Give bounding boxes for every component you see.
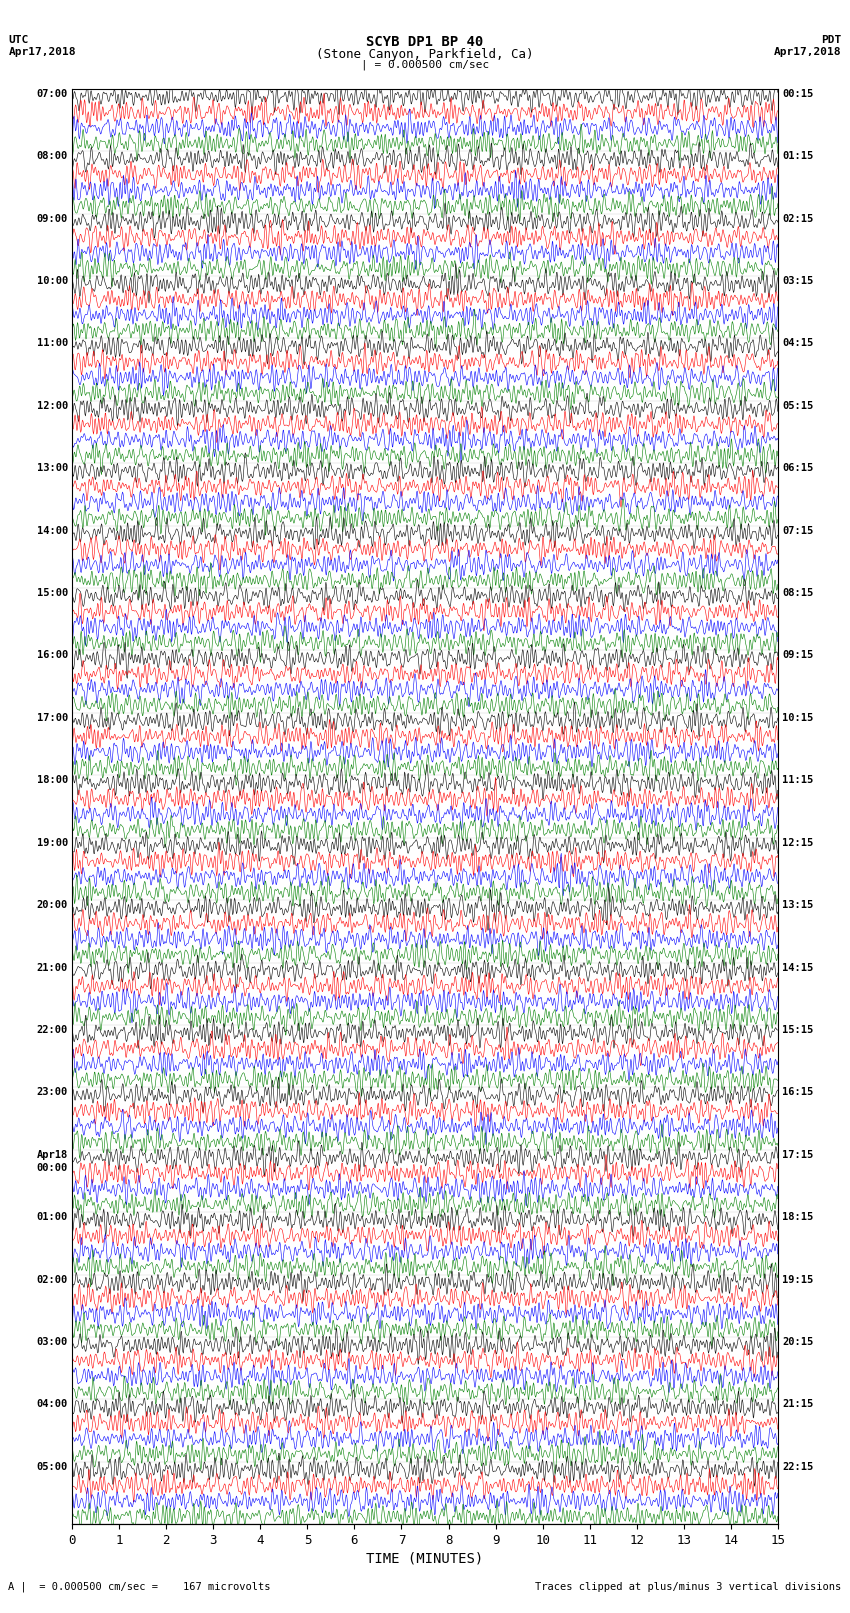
Text: 02:15: 02:15 <box>782 213 813 224</box>
Text: 10:00: 10:00 <box>37 276 68 286</box>
Text: SCYB DP1 BP 40: SCYB DP1 BP 40 <box>366 35 484 50</box>
Text: 03:00: 03:00 <box>37 1337 68 1347</box>
Text: 07:00: 07:00 <box>37 89 68 98</box>
Text: Apr17,2018: Apr17,2018 <box>8 47 76 56</box>
Text: 12:00: 12:00 <box>37 400 68 411</box>
Text: 13:00: 13:00 <box>37 463 68 473</box>
Text: (Stone Canyon, Parkfield, Ca): (Stone Canyon, Parkfield, Ca) <box>316 48 534 61</box>
Text: UTC: UTC <box>8 35 29 45</box>
Text: 17:15: 17:15 <box>782 1150 813 1160</box>
X-axis label: TIME (MINUTES): TIME (MINUTES) <box>366 1552 484 1565</box>
Text: 06:15: 06:15 <box>782 463 813 473</box>
Text: 20:15: 20:15 <box>782 1337 813 1347</box>
Text: 13:15: 13:15 <box>782 900 813 910</box>
Text: 10:15: 10:15 <box>782 713 813 723</box>
Text: 21:15: 21:15 <box>782 1400 813 1410</box>
Text: 11:15: 11:15 <box>782 776 813 786</box>
Text: 07:15: 07:15 <box>782 526 813 536</box>
Text: 09:00: 09:00 <box>37 213 68 224</box>
Text: 04:00: 04:00 <box>37 1400 68 1410</box>
Text: 22:15: 22:15 <box>782 1461 813 1473</box>
Text: 19:15: 19:15 <box>782 1274 813 1284</box>
Text: A |  = 0.000500 cm/sec =    167 microvolts: A | = 0.000500 cm/sec = 167 microvolts <box>8 1581 271 1592</box>
Text: Traces clipped at plus/minus 3 vertical divisions: Traces clipped at plus/minus 3 vertical … <box>536 1582 842 1592</box>
Text: 04:15: 04:15 <box>782 339 813 348</box>
Text: 01:15: 01:15 <box>782 152 813 161</box>
Text: 16:00: 16:00 <box>37 650 68 660</box>
Text: | = 0.000500 cm/sec: | = 0.000500 cm/sec <box>361 60 489 71</box>
Text: 08:00: 08:00 <box>37 152 68 161</box>
Text: 05:15: 05:15 <box>782 400 813 411</box>
Text: 03:15: 03:15 <box>782 276 813 286</box>
Text: 05:00: 05:00 <box>37 1461 68 1473</box>
Text: 15:15: 15:15 <box>782 1024 813 1036</box>
Text: 19:00: 19:00 <box>37 837 68 848</box>
Text: 17:00: 17:00 <box>37 713 68 723</box>
Text: 12:15: 12:15 <box>782 837 813 848</box>
Text: 01:00: 01:00 <box>37 1213 68 1223</box>
Text: 09:15: 09:15 <box>782 650 813 660</box>
Text: 02:00: 02:00 <box>37 1274 68 1284</box>
Text: 23:00: 23:00 <box>37 1087 68 1097</box>
Text: 22:00: 22:00 <box>37 1024 68 1036</box>
Text: 00:00: 00:00 <box>37 1163 68 1173</box>
Text: 11:00: 11:00 <box>37 339 68 348</box>
Text: 14:00: 14:00 <box>37 526 68 536</box>
Text: 16:15: 16:15 <box>782 1087 813 1097</box>
Text: 18:00: 18:00 <box>37 776 68 786</box>
Text: PDT: PDT <box>821 35 842 45</box>
Text: 15:00: 15:00 <box>37 589 68 598</box>
Text: 08:15: 08:15 <box>782 589 813 598</box>
Text: 18:15: 18:15 <box>782 1213 813 1223</box>
Text: Apr17,2018: Apr17,2018 <box>774 47 842 56</box>
Text: 21:00: 21:00 <box>37 963 68 973</box>
Text: Apr18: Apr18 <box>37 1150 68 1160</box>
Text: 20:00: 20:00 <box>37 900 68 910</box>
Text: 14:15: 14:15 <box>782 963 813 973</box>
Text: 00:15: 00:15 <box>782 89 813 98</box>
